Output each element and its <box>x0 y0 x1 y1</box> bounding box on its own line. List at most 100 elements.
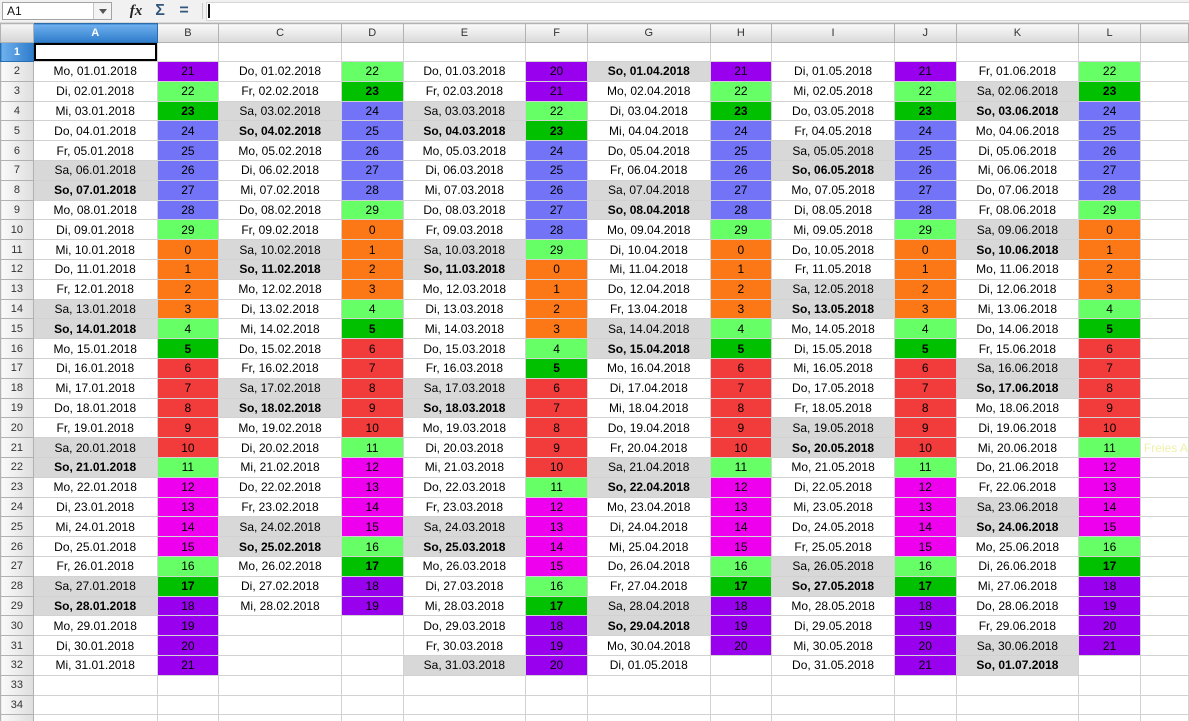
cell-J29[interactable]: 18 <box>894 596 957 617</box>
cell-H13[interactable]: 2 <box>710 279 773 300</box>
cell-B28[interactable]: 17 <box>157 576 220 597</box>
cell-B29[interactable]: 18 <box>157 596 220 617</box>
cell-C24[interactable]: Fr, 23.02.2018 <box>218 497 342 518</box>
cell-C32[interactable] <box>218 655 342 676</box>
cell-F8[interactable]: 26 <box>525 180 588 201</box>
cell-H3[interactable]: 22 <box>710 81 773 102</box>
cell-C20[interactable]: Mo, 19.02.2018 <box>218 417 342 439</box>
cell-G35[interactable] <box>587 714 711 721</box>
cell-C12[interactable]: So, 11.02.2018 <box>218 259 342 280</box>
cell-J13[interactable]: 2 <box>894 279 957 300</box>
cell-F7[interactable]: 25 <box>525 160 588 181</box>
cell-L21[interactable]: 11 <box>1078 437 1141 458</box>
cell-K33[interactable] <box>956 675 1080 696</box>
cell-L12[interactable]: 2 <box>1078 259 1141 280</box>
cell-D28[interactable]: 18 <box>341 576 404 597</box>
cell-A21[interactable]: Sa, 20.01.2018 <box>33 437 158 458</box>
cell-K34[interactable] <box>956 695 1080 716</box>
cell-H27[interactable]: 16 <box>710 556 773 577</box>
row-header-23[interactable]: 23 <box>0 476 34 498</box>
cell-C6[interactable]: Mo, 05.02.2018 <box>218 140 342 161</box>
cell-I25[interactable]: Do, 24.05.2018 <box>771 516 895 538</box>
cell-D2[interactable]: 22 <box>341 61 404 82</box>
cell-F12[interactable]: 0 <box>525 259 588 280</box>
cell-L23[interactable]: 13 <box>1078 477 1141 498</box>
cell-C34[interactable] <box>218 695 342 716</box>
cell-A23[interactable]: Mo, 22.01.2018 <box>33 477 158 498</box>
cell-K30[interactable]: Fr, 29.06.2018 <box>956 615 1080 637</box>
cell-J33[interactable] <box>894 675 957 696</box>
cell-J34[interactable] <box>894 695 957 716</box>
cell-C17[interactable]: Fr, 16.02.2018 <box>218 358 342 379</box>
cell-K25[interactable]: So, 24.06.2018 <box>956 516 1080 538</box>
cell-F13[interactable]: 1 <box>525 279 588 300</box>
cell-E13[interactable]: Mo, 12.03.2018 <box>403 279 527 300</box>
cell-M24[interactable] <box>1140 497 1189 518</box>
cell-F34[interactable] <box>525 695 588 716</box>
cell-I12[interactable]: Fr, 11.05.2018 <box>771 259 895 280</box>
cell-K6[interactable]: Di, 05.06.2018 <box>956 140 1080 161</box>
cell-B16[interactable]: 5 <box>157 338 220 359</box>
cell-D16[interactable]: 6 <box>341 338 404 359</box>
cell-F27[interactable]: 15 <box>525 556 588 577</box>
cell-F14[interactable]: 2 <box>525 299 588 320</box>
cell-F15[interactable]: 3 <box>525 318 588 340</box>
cell-J27[interactable]: 16 <box>894 556 957 577</box>
cell-C11[interactable]: Sa, 10.02.2018 <box>218 239 342 260</box>
cell-M32[interactable] <box>1140 655 1189 676</box>
cell-D30[interactable] <box>341 615 404 637</box>
cell-J14[interactable]: 3 <box>894 299 957 320</box>
cell-A28[interactable]: Sa, 27.01.2018 <box>33 576 158 597</box>
cell-E35[interactable] <box>403 714 527 721</box>
cell-D22[interactable]: 12 <box>341 457 404 478</box>
cell-H24[interactable]: 13 <box>710 497 773 518</box>
cell-C33[interactable] <box>218 675 342 696</box>
cell-H35[interactable] <box>710 714 773 721</box>
cell-J9[interactable]: 28 <box>894 200 957 221</box>
cell-H34[interactable] <box>710 695 773 716</box>
cell-B11[interactable]: 0 <box>157 239 220 260</box>
cell-H1[interactable] <box>710 42 773 62</box>
cell-M6[interactable] <box>1140 140 1189 161</box>
cell-M9[interactable] <box>1140 200 1189 221</box>
cell-H15[interactable]: 4 <box>710 318 773 340</box>
cell-J4[interactable]: 23 <box>894 101 957 122</box>
cell-J6[interactable]: 25 <box>894 140 957 161</box>
formula-button[interactable]: = <box>172 1 196 21</box>
cell-C25[interactable]: Sa, 24.02.2018 <box>218 516 342 538</box>
cell-E17[interactable]: Fr, 16.03.2018 <box>403 358 527 379</box>
cell-H17[interactable]: 6 <box>710 358 773 379</box>
cell-E29[interactable]: Mi, 28.03.2018 <box>403 596 527 617</box>
cell-A34[interactable] <box>33 695 158 716</box>
cell-D35[interactable] <box>341 714 404 721</box>
cell-C30[interactable] <box>218 615 342 637</box>
cell-H25[interactable]: 14 <box>710 516 773 538</box>
row-header-34[interactable]: 34 <box>0 694 34 716</box>
cell-K4[interactable]: So, 03.06.2018 <box>956 101 1080 122</box>
cell-J22[interactable]: 11 <box>894 457 957 478</box>
cell-H12[interactable]: 1 <box>710 259 773 280</box>
cell-I18[interactable]: Do, 17.05.2018 <box>771 378 895 399</box>
row-header-24[interactable]: 24 <box>0 496 34 518</box>
cell-A10[interactable]: Di, 09.01.2018 <box>33 219 158 241</box>
row-header-28[interactable]: 28 <box>0 575 34 597</box>
cell-H29[interactable]: 18 <box>710 596 773 617</box>
cell-F5[interactable]: 23 <box>525 120 588 142</box>
cell-B13[interactable]: 2 <box>157 279 220 300</box>
cell-H2[interactable]: 21 <box>710 61 773 82</box>
cell-K32[interactable]: So, 01.07.2018 <box>956 655 1080 676</box>
cell-I15[interactable]: Mo, 14.05.2018 <box>771 318 895 340</box>
cell-G9[interactable]: So, 08.04.2018 <box>587 200 711 221</box>
cell-C5[interactable]: So, 04.02.2018 <box>218 120 342 142</box>
cell-G15[interactable]: Sa, 14.04.2018 <box>587 318 711 340</box>
cell-I30[interactable]: Di, 29.05.2018 <box>771 615 895 637</box>
cell-L26[interactable]: 16 <box>1078 536 1141 557</box>
cell-E18[interactable]: Sa, 17.03.2018 <box>403 378 527 399</box>
cell-M4[interactable] <box>1140 101 1189 122</box>
cell-G10[interactable]: Mo, 09.04.2018 <box>587 219 711 241</box>
row-header-7[interactable]: 7 <box>0 159 34 181</box>
cell-A19[interactable]: Do, 18.01.2018 <box>33 398 158 419</box>
cell-D7[interactable]: 27 <box>341 160 404 181</box>
cell-I14[interactable]: So, 13.05.2018 <box>771 299 895 320</box>
col-header-H[interactable]: H <box>709 23 773 43</box>
